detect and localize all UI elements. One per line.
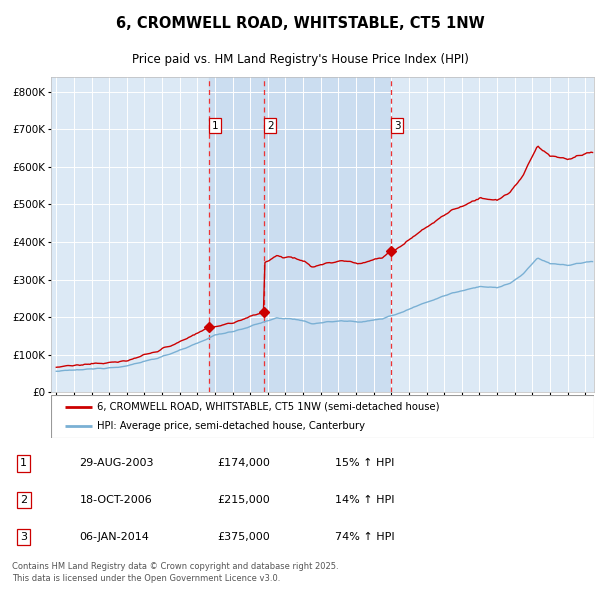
- Bar: [265, 77, 391, 392]
- Text: 74% ↑ HPI: 74% ↑ HPI: [335, 532, 395, 542]
- Text: 3: 3: [394, 120, 401, 130]
- FancyBboxPatch shape: [51, 395, 594, 438]
- Text: Contains HM Land Registry data © Crown copyright and database right 2025.
This d: Contains HM Land Registry data © Crown c…: [12, 562, 338, 584]
- Text: £174,000: £174,000: [218, 458, 271, 468]
- Text: Price paid vs. HM Land Registry's House Price Index (HPI): Price paid vs. HM Land Registry's House …: [131, 53, 469, 66]
- Text: 06-JAN-2014: 06-JAN-2014: [79, 532, 149, 542]
- Text: 29-AUG-2003: 29-AUG-2003: [79, 458, 154, 468]
- Bar: [209, 77, 265, 392]
- Text: 1: 1: [212, 120, 218, 130]
- Text: £215,000: £215,000: [218, 495, 271, 505]
- Text: 15% ↑ HPI: 15% ↑ HPI: [335, 458, 395, 468]
- Text: 1: 1: [20, 458, 27, 468]
- Text: 18-OCT-2006: 18-OCT-2006: [79, 495, 152, 505]
- Text: £375,000: £375,000: [218, 532, 271, 542]
- Text: 14% ↑ HPI: 14% ↑ HPI: [335, 495, 395, 505]
- Text: 6, CROMWELL ROAD, WHITSTABLE, CT5 1NW (semi-detached house): 6, CROMWELL ROAD, WHITSTABLE, CT5 1NW (s…: [97, 402, 440, 412]
- Text: 3: 3: [20, 532, 27, 542]
- Text: HPI: Average price, semi-detached house, Canterbury: HPI: Average price, semi-detached house,…: [97, 421, 365, 431]
- Text: 2: 2: [20, 495, 27, 505]
- Text: 2: 2: [267, 120, 274, 130]
- Text: 6, CROMWELL ROAD, WHITSTABLE, CT5 1NW: 6, CROMWELL ROAD, WHITSTABLE, CT5 1NW: [116, 17, 484, 31]
